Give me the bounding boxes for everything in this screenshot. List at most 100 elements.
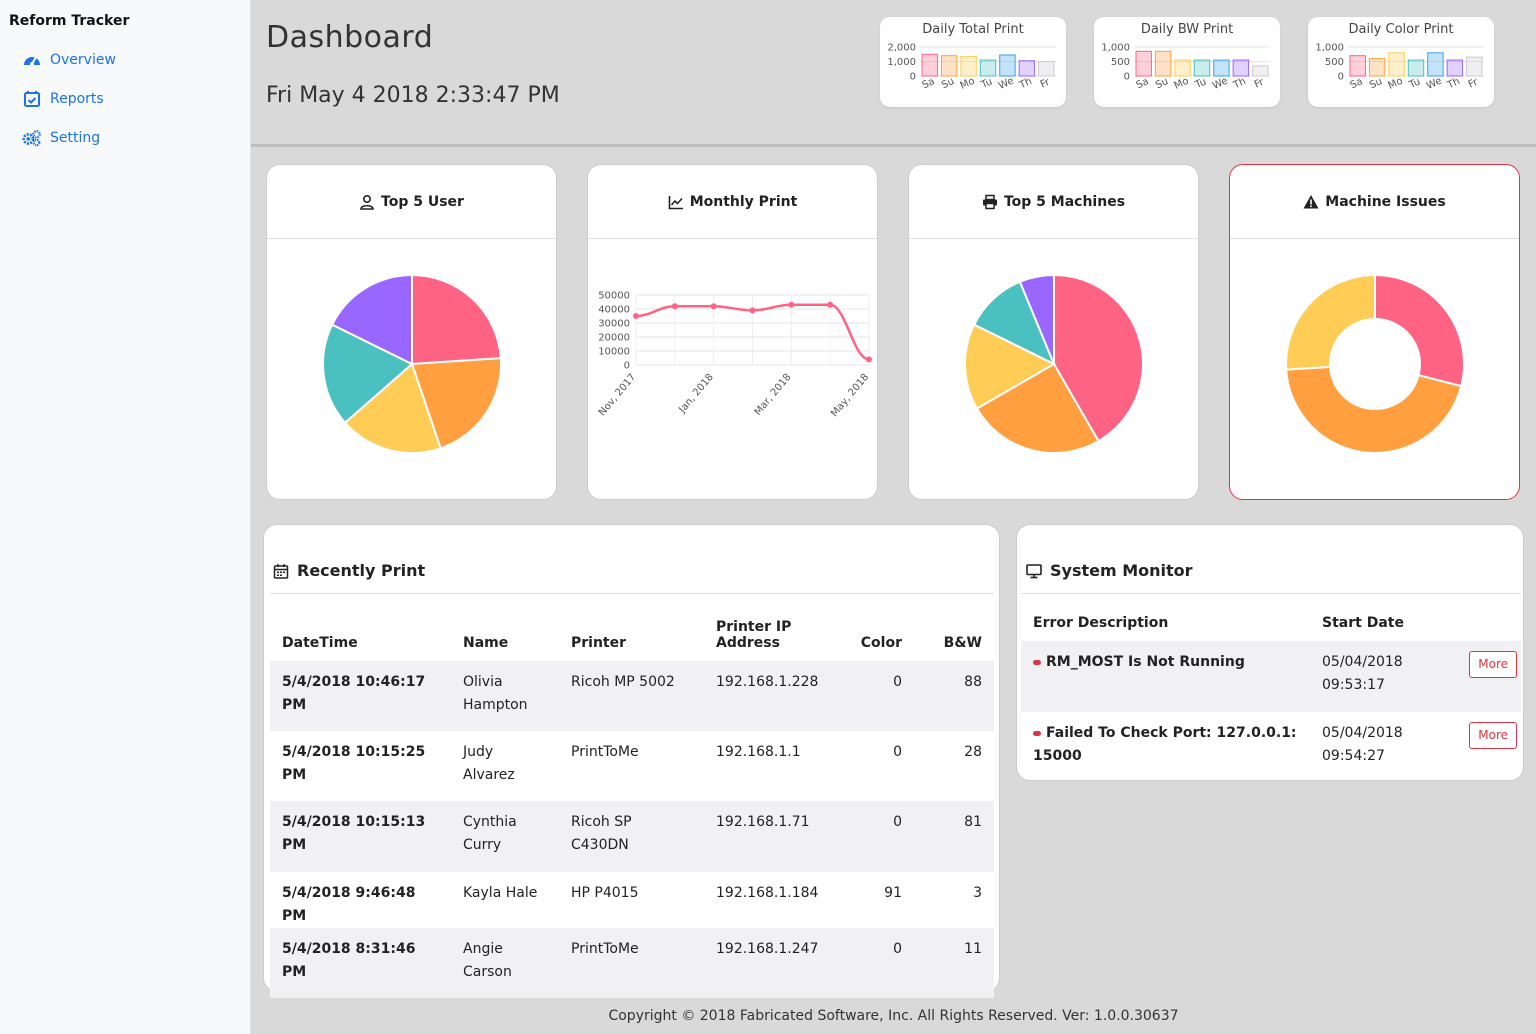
x-tick-label: Fr [1253, 76, 1267, 90]
table-row: Failed To Check Port: 127.0.0.1: 15000 0… [1021, 712, 1521, 782]
y-tick-label: 20000 [598, 333, 630, 344]
mini-chart-title: Daily Color Print [1348, 22, 1454, 37]
column-header [1450, 595, 1521, 641]
y-tick-label: 1,000 [887, 57, 916, 68]
pie-slice [322, 323, 414, 425]
table-row: RM_MOST Is Not Running 05/04/2018 09:53:1… [1021, 641, 1521, 712]
ip-cell: 192.168.1.71 [704, 801, 834, 872]
data-point [710, 303, 717, 310]
x-tick-label: We [997, 75, 1016, 92]
start-date-cell: 05/04/2018 09:53:17 [1310, 641, 1450, 712]
column-header: Color [860, 635, 902, 651]
card-header: Top 5 Machines [909, 165, 1198, 239]
y-tick-label: 500 [1325, 57, 1344, 68]
color-cell: 0 [893, 744, 902, 760]
y-tick-label: 0 [910, 72, 916, 83]
y-tick-label: 0 [1338, 72, 1344, 83]
column-header: Printer [571, 635, 627, 651]
pie-slice [1018, 273, 1055, 365]
system-monitor-table: Error Description Start Date RM_MOST Is … [1021, 595, 1521, 782]
card-title: Monthly Print [689, 193, 798, 210]
sidebar-item-reports[interactable]: Reports [22, 89, 104, 109]
column-header: DateTime [282, 635, 358, 651]
printer-cell: Ricoh SP C430DN [559, 801, 704, 872]
top-users-card: Top 5 User [266, 164, 557, 500]
x-tick-label: Th [1017, 76, 1034, 92]
pie-slice [1285, 365, 1463, 454]
sidebar-item-label: Setting [50, 130, 101, 146]
system-monitor-panel: System Monitor Error Description Start D… [1016, 524, 1524, 781]
calendar-icon [273, 563, 289, 579]
pie-slice [972, 280, 1056, 367]
name-cell: Kayla Hale [463, 885, 538, 901]
warning-icon [1303, 194, 1319, 208]
data-point [827, 301, 834, 308]
error-text: Failed To Check Port: 127.0.0.1: 15000 [1033, 725, 1297, 764]
column-header: Error Description [1033, 615, 1169, 631]
printer-cell: PrintToMe [559, 928, 704, 998]
y-tick-label: 1,000 [1101, 43, 1130, 54]
start-date-cell: 05/04/2018 09:54:27 [1310, 712, 1450, 782]
y-tick-label: 10000 [598, 347, 630, 358]
y-tick-label: 30000 [598, 319, 630, 330]
name-cell: Judy Alvarez [463, 744, 515, 783]
machine-issues-card: Machine Issues [1229, 164, 1520, 500]
x-tick-label: Fr [1039, 76, 1053, 90]
sidebar-item-setting[interactable]: Setting [22, 128, 100, 148]
datetime-cell: 5/4/2018 10:15:25 PM [282, 744, 426, 783]
x-tick-label: Tu [979, 76, 994, 91]
x-tick-label: Su [1154, 76, 1170, 91]
mini-bar-chart: 1,000 500 0 Sa Su Mo Tu We Th Fr [1101, 43, 1270, 92]
bar [1174, 59, 1191, 77]
more-button[interactable]: More [1469, 722, 1517, 749]
printer-icon [982, 194, 997, 209]
start-time: 09:53:17 [1322, 677, 1385, 693]
action-cell: More [1450, 641, 1521, 712]
user-icon [360, 194, 374, 210]
mini-bar-chart: 2,000 1,000 0 Sa Su Mo Tu We Th Fr [887, 43, 1056, 92]
bar [1252, 65, 1269, 77]
table-row: 5/4/2018 10:15:25 PM Judy Alvarez PrintT… [270, 731, 994, 801]
printer-cell: Ricoh MP 5002 [559, 661, 704, 731]
daily-total-print-widget: Daily Total Print 2,000 1,000 0 Sa Su Mo Tu We T… [880, 17, 1066, 107]
y-tick-label: 50000 [598, 291, 630, 302]
mini-chart-title: Daily BW Print [1140, 22, 1234, 37]
pie-chart [964, 273, 1144, 454]
bar [1154, 50, 1172, 77]
card-header: Machine Issues [1230, 165, 1519, 239]
datetime-cell: 5/4/2018 10:15:13 PM [270, 801, 451, 872]
card-title: Machine Issues [1325, 193, 1446, 210]
x-tick-label: Mo [959, 76, 977, 92]
header-divider [251, 144, 1536, 147]
divider [270, 593, 994, 594]
pie-slice [964, 323, 1057, 410]
printer-cell: PrintToMe [571, 744, 639, 760]
start-date: 05/04/2018 [1322, 654, 1403, 670]
bw-cell: 88 [914, 661, 994, 731]
bar [1407, 59, 1425, 77]
pie-slice [411, 273, 502, 366]
x-tick-label: Mo [1387, 76, 1405, 92]
sidebar-item-label: Overview [50, 52, 116, 68]
gears-icon [22, 130, 41, 147]
table-row: 5/4/2018 9:46:48 PM Kayla Hale HP P4015 … [270, 872, 994, 928]
bar [960, 55, 977, 77]
panel-title: System Monitor [1050, 561, 1193, 580]
start-time: 09:54:27 [1322, 748, 1385, 764]
sidebar-item-overview[interactable]: Overview [22, 50, 116, 70]
data-point [633, 313, 639, 319]
name-cell: Angie Carson [451, 928, 559, 998]
data-point [788, 301, 795, 308]
pie-slice [1053, 273, 1144, 443]
error-dot-icon [1033, 659, 1041, 665]
card-title: Top 5 User [381, 193, 464, 210]
more-button[interactable]: More [1469, 651, 1517, 678]
color-cell: 0 [834, 801, 914, 872]
card-title: Top 5 Machines [1003, 193, 1126, 210]
divider [1021, 593, 1521, 594]
pie-slice [343, 362, 442, 454]
x-tick-label: Tu [1407, 76, 1422, 91]
datetime-cell: 5/4/2018 10:46:17 PM [270, 661, 451, 731]
bar [1388, 52, 1405, 77]
